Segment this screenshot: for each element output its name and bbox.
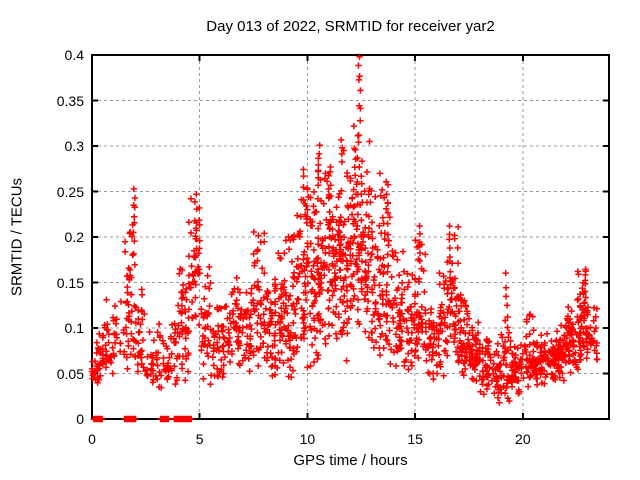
y-tick-label: 0 xyxy=(76,411,84,427)
y-tick-label: 0.05 xyxy=(56,365,84,382)
x-tick-label: 10 xyxy=(299,431,316,447)
chart-title: Day 013 of 2022, SRMTID for receiver yar… xyxy=(206,18,495,35)
y-tick-label: 0.4 xyxy=(64,47,84,63)
x-tick-label: 20 xyxy=(515,431,531,447)
x-tick-label: 15 xyxy=(407,431,423,447)
y-tick-label: 0.25 xyxy=(56,183,84,200)
y-tick-label: 0.15 xyxy=(56,274,84,291)
x-tick-label: 0 xyxy=(88,431,96,447)
y-tick-label: 0.3 xyxy=(64,138,84,154)
y-tick-label: 0.35 xyxy=(56,92,84,109)
x-axis-label: GPS time / hours xyxy=(293,452,408,469)
y-tick-label: 0.2 xyxy=(64,229,84,245)
y-tick-label: 0.1 xyxy=(64,320,84,336)
scatter-points xyxy=(88,53,601,423)
x-tick-label: 5 xyxy=(195,431,204,447)
